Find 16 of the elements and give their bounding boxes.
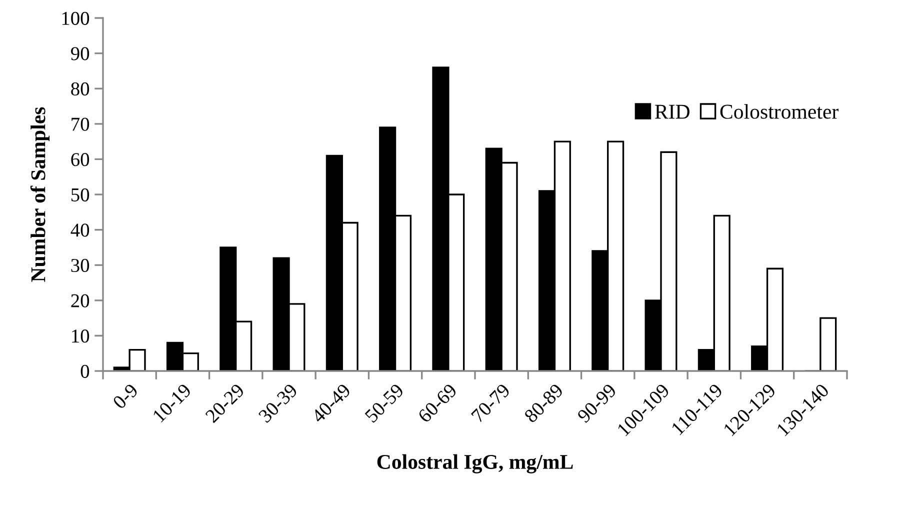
y-tick-label: 10 bbox=[72, 330, 90, 343]
y-tick-label: 0 bbox=[80, 364, 90, 378]
x-tick-label: 0-9 bbox=[112, 383, 139, 410]
y-tick-label: 30 bbox=[71, 258, 90, 272]
y-tick-label: 60 bbox=[71, 153, 90, 166]
y-tick-label: 100 bbox=[62, 12, 90, 25]
y-tick-label: 70 bbox=[72, 118, 90, 131]
y-tick-label: 20 bbox=[71, 294, 90, 308]
legend-label: RID bbox=[655, 104, 690, 119]
y-tick-label: 90 bbox=[70, 47, 90, 60]
x-axis-title: Colostral IgG, mg/mL bbox=[377, 454, 573, 474]
y-tick-label: 40 bbox=[70, 224, 90, 237]
y-tick-label: 80 bbox=[71, 82, 90, 96]
y-axis-title: Number of Samples bbox=[30, 107, 50, 282]
y-tick-label: 50 bbox=[71, 188, 90, 202]
legend-label: Colostrometer bbox=[720, 104, 838, 119]
